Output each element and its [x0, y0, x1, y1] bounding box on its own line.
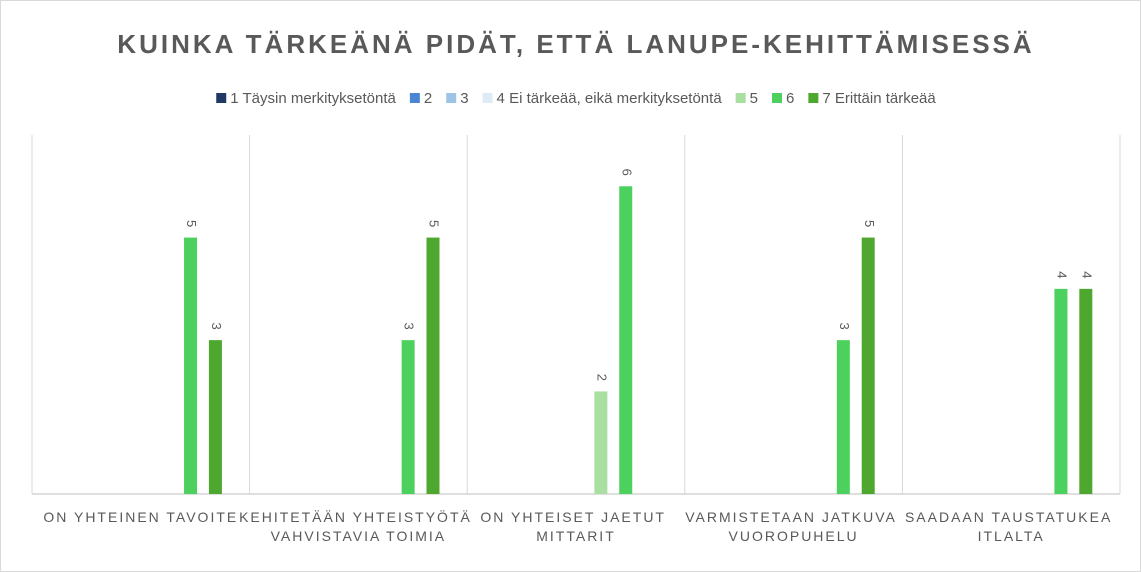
legend-swatch: [446, 93, 457, 103]
legend-swatch: [772, 93, 783, 103]
data-label: 3: [402, 323, 417, 330]
data-label: 5: [862, 220, 877, 227]
legend-swatch: [808, 93, 819, 103]
legend-swatch: [482, 93, 493, 103]
data-label: 4: [1079, 271, 1094, 278]
bar: [861, 237, 875, 495]
bar: [836, 340, 850, 494]
data-label: 6: [619, 169, 634, 176]
chart-title: KUINKA TÄRKEÄNÄ PIDÄT, ETTÄ LANUPE-KEHIT…: [117, 29, 1034, 59]
bar: [619, 186, 633, 495]
legend-swatch: [216, 93, 227, 103]
bar: [184, 237, 198, 495]
data-label: 4: [1054, 271, 1069, 278]
legend-swatch: [409, 93, 420, 103]
bar: [208, 340, 222, 494]
x-tick-label: ON YHTEISET JAETUT MITTARIT: [480, 509, 671, 544]
data-label: 3: [209, 323, 224, 330]
legend-label: 1 Täysin merkityksetöntä: [230, 90, 396, 107]
x-tick-label: SAADAAN TAUSTATUKEA ITLALTA: [905, 509, 1117, 544]
bar: [426, 237, 440, 495]
x-tick-label: ON YHTEINEN TAVOITE: [43, 509, 238, 525]
x-tick-label: VARMISTETAAN JATKUVA VUOROPUHELU: [685, 509, 902, 544]
x-tick-label: KEHITETÄÄN YHTEISTYÖTÄ VAHVISTAVIA TOIMI…: [239, 508, 478, 544]
legend-label: 5: [750, 90, 758, 107]
legend-label: 7 Erittäin tärkeää: [822, 90, 936, 107]
data-label: 2: [594, 374, 609, 381]
data-label: 5: [427, 220, 442, 227]
bar: [1054, 288, 1068, 494]
legend-label: 6: [786, 90, 794, 107]
data-label: 5: [184, 220, 199, 227]
bar: [594, 391, 608, 494]
legend: 1 Täysin merkityksetöntä 2 3 4 Ei tärkeää, …: [216, 90, 936, 107]
legend-swatch: [735, 93, 746, 103]
bar: [401, 340, 415, 494]
bar: [1079, 288, 1093, 494]
data-label: 3: [837, 323, 852, 330]
legend-label: 3: [460, 90, 468, 107]
legend-label: 4 Ei tärkeää, eikä merkityksetöntä: [497, 90, 723, 107]
legend-label: 2: [424, 90, 432, 107]
